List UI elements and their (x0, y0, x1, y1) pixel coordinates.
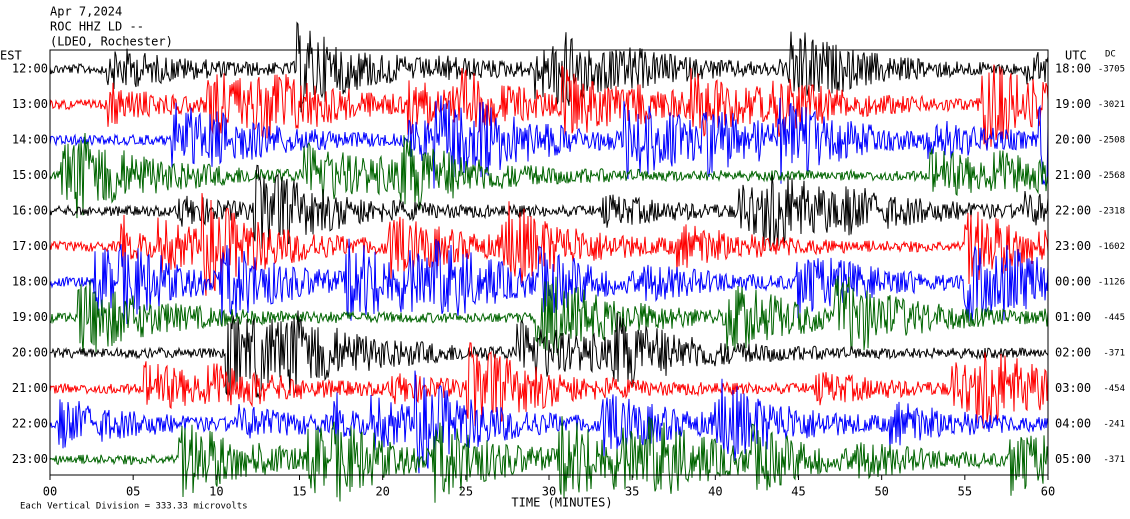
x-tick-label: 00 (43, 485, 57, 499)
dc-value: -371 (1103, 349, 1125, 359)
dc-value: -371 (1103, 455, 1125, 465)
dc-value: -454 (1103, 384, 1125, 394)
dc-value: -2568 (1098, 171, 1125, 181)
right-label: UTC (1065, 49, 1087, 63)
utc-label: 22:00 (1055, 204, 1091, 218)
traces (49, 21, 1049, 503)
est-label: 12:00 (12, 62, 48, 76)
footer: Each Vertical Division = 333.33 microvol… (20, 502, 248, 512)
trace (49, 370, 1049, 474)
est-label: 22:00 (12, 417, 48, 431)
x-tick-label: 50 (874, 485, 888, 499)
x-tick-label: 35 (625, 485, 639, 499)
utc-label: 04:00 (1055, 417, 1091, 431)
est-label: 16:00 (12, 204, 48, 218)
utc-label: 02:00 (1055, 346, 1091, 360)
trace (49, 310, 1049, 401)
utc-label: 23:00 (1055, 239, 1091, 253)
est-label: 14:00 (12, 133, 48, 147)
dc-label: DC (1105, 50, 1116, 60)
utc-label: 19:00 (1055, 97, 1091, 111)
trace (49, 238, 1049, 326)
est-label: 20:00 (12, 346, 48, 360)
dc-value: -2318 (1098, 207, 1125, 217)
utc-label: 03:00 (1055, 381, 1091, 395)
utc-label: 05:00 (1055, 452, 1091, 466)
x-tick-label: 40 (708, 485, 722, 499)
trace (49, 342, 1049, 429)
x-tick-label: 20 (375, 485, 389, 499)
header-line: ROC HHZ LD -- (50, 20, 144, 34)
est-label: 18:00 (12, 275, 48, 289)
dc-value: -241 (1103, 420, 1125, 430)
dc-value: -445 (1103, 313, 1125, 323)
est-label: 15:00 (12, 168, 48, 182)
trace (49, 21, 1049, 113)
est-label: 19:00 (12, 310, 48, 324)
dc-value: -2508 (1098, 136, 1125, 146)
utc-label: 21:00 (1055, 168, 1091, 182)
trace (49, 164, 1049, 251)
est-label: 21:00 (12, 381, 48, 395)
x-tick-label: 15 (292, 485, 306, 499)
dc-value: -1602 (1098, 242, 1125, 252)
x-tick-label: 05 (126, 485, 140, 499)
est-label: 23:00 (12, 452, 48, 466)
x-tick-label: 45 (791, 485, 805, 499)
dc-value: -1126 (1098, 278, 1125, 288)
trace (49, 275, 1049, 356)
est-label: 17:00 (12, 239, 48, 253)
x-tick-label: 25 (459, 485, 473, 499)
x-axis-label: TIME (MINUTES) (511, 496, 612, 510)
trace (49, 132, 1049, 219)
est-label: 13:00 (12, 97, 48, 111)
utc-label: 01:00 (1055, 310, 1091, 324)
utc-label: 00:00 (1055, 275, 1091, 289)
x-tick-label: 55 (958, 485, 972, 499)
x-tick-label: 30 (542, 485, 556, 499)
trace (49, 95, 1049, 189)
dc-value: -3705 (1098, 65, 1125, 75)
header-line: Apr 7,2024 (50, 5, 122, 19)
trace (49, 416, 1049, 503)
left-label: EST (0, 49, 22, 63)
header-line: (LDEO, Rochester) (50, 35, 173, 49)
trace (49, 193, 1049, 296)
utc-label: 18:00 (1055, 62, 1091, 76)
trace (49, 64, 1049, 150)
x-tick-label: 10 (209, 485, 223, 499)
utc-label: 20:00 (1055, 133, 1091, 147)
dc-value: -3021 (1098, 100, 1125, 110)
x-tick-label: 60 (1041, 485, 1055, 499)
